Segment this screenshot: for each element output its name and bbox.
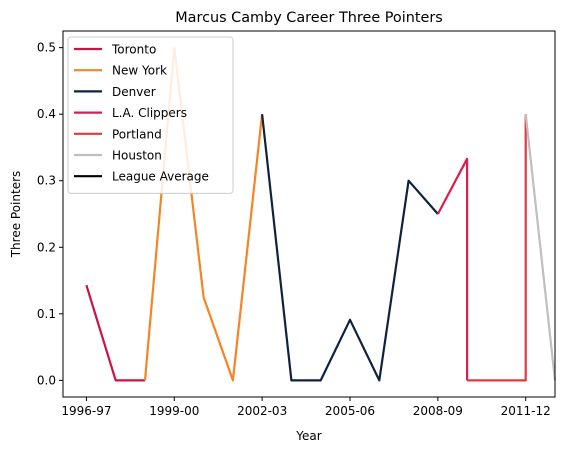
- legend-label-portland: Portland: [112, 127, 162, 141]
- legend: Toronto New York Denver L.A. Clippers Portla…: [67, 36, 234, 194]
- series-line-toronto: [85, 284, 145, 382]
- x-tick-label: 1996-97: [61, 404, 111, 418]
- series-line-denver: [261, 114, 439, 382]
- x-axis: 1996-97 1999-00 2002-03 2005-06 2008-09 2011-…: [61, 397, 551, 418]
- x-tick-label: 2005-06: [325, 404, 375, 418]
- y-axis: 0.0 0.1 0.2 0.3 0.4 0.5: [37, 41, 63, 387]
- legend-label-toronto: Toronto: [111, 43, 156, 57]
- legend-label-denver: Denver: [112, 85, 156, 99]
- y-axis-label: Three Pointers: [9, 171, 23, 259]
- legend-label-league-average: League Average: [112, 170, 209, 184]
- series-line-houston: [524, 114, 557, 381]
- y-tick-label: 0.0: [37, 373, 56, 387]
- chart-title: Marcus Camby Career Three Pointers: [175, 10, 443, 26]
- x-tick-label: 2011-12: [501, 404, 551, 418]
- legend-label-l-a-clippers: L.A. Clippers: [112, 106, 187, 120]
- y-tick-label: 0.3: [37, 174, 56, 188]
- x-axis-label: Year: [295, 429, 321, 443]
- legend-label-new-york: New York: [112, 64, 167, 78]
- series-line-portland: [467, 114, 527, 382]
- y-tick-label: 0.1: [37, 307, 56, 321]
- legend-box: [67, 36, 234, 194]
- x-tick-label: 2002-03: [237, 404, 287, 418]
- y-tick-label: 0.2: [37, 240, 56, 254]
- plot-frame: [62, 30, 556, 398]
- x-tick-label: 1999-00: [149, 404, 199, 418]
- x-tick-label: 2008-09: [413, 404, 463, 418]
- y-tick-label: 0.4: [37, 107, 56, 121]
- y-tick-label: 0.5: [37, 41, 56, 55]
- series-line-l-a-clippers: [436, 157, 469, 381]
- legend-label-houston: Houston: [112, 149, 162, 163]
